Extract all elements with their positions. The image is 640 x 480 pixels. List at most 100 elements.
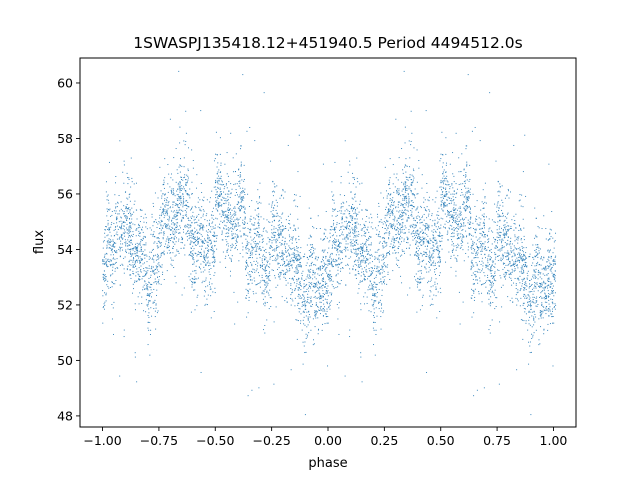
data-point: [358, 258, 360, 260]
data-point: [510, 237, 512, 239]
data-point: [281, 225, 283, 227]
data-point: [110, 249, 112, 251]
data-point: [465, 196, 467, 198]
data-point: [361, 229, 363, 231]
data-point: [552, 260, 554, 262]
data-point: [378, 272, 380, 274]
data-point: [378, 233, 380, 235]
data-point: [340, 268, 342, 270]
data-point: [186, 200, 188, 202]
data-point: [306, 276, 308, 278]
data-point: [388, 193, 390, 195]
data-point: [247, 395, 249, 397]
data-point: [364, 232, 366, 234]
data-point: [199, 245, 201, 247]
data-point: [270, 297, 272, 299]
data-point: [526, 265, 528, 267]
data-point: [213, 274, 215, 276]
data-point: [541, 302, 543, 304]
data-point: [473, 292, 475, 294]
data-point: [497, 201, 499, 203]
data-point: [323, 251, 325, 253]
data-point: [552, 299, 554, 301]
data-point: [188, 235, 190, 237]
data-point: [490, 230, 492, 232]
data-point: [394, 186, 396, 188]
data-point: [475, 229, 477, 231]
data-point: [378, 221, 380, 223]
data-point: [401, 181, 403, 183]
data-point: [295, 238, 297, 240]
data-point: [432, 220, 434, 222]
data-point: [103, 262, 105, 264]
data-point: [186, 181, 188, 183]
data-point: [471, 262, 473, 264]
data-point: [473, 299, 475, 301]
data-point: [262, 279, 264, 281]
data-point: [398, 193, 400, 195]
data-point: [367, 226, 369, 228]
data-point: [164, 246, 166, 248]
data-point: [496, 297, 498, 299]
data-point: [300, 285, 302, 287]
data-point: [214, 241, 216, 243]
data-point: [126, 172, 128, 174]
data-point: [189, 197, 191, 199]
data-point: [437, 211, 439, 213]
data-point: [476, 263, 478, 265]
data-point: [228, 235, 230, 237]
data-point: [192, 245, 194, 247]
data-point: [309, 271, 311, 273]
data-point: [140, 262, 142, 264]
data-point: [390, 223, 392, 225]
data-point: [501, 215, 503, 217]
data-point: [111, 249, 113, 251]
data-point: [280, 231, 282, 233]
data-point: [135, 246, 137, 248]
data-point: [372, 288, 374, 290]
data-point: [476, 265, 478, 267]
data-point: [166, 211, 168, 213]
data-point: [275, 239, 277, 241]
data-point: [199, 225, 201, 227]
data-point: [329, 301, 331, 303]
data-point: [227, 208, 229, 210]
data-point: [315, 257, 317, 259]
data-point: [433, 245, 435, 247]
data-point: [231, 224, 233, 226]
data-point: [335, 259, 337, 261]
data-point: [202, 240, 204, 242]
data-point: [241, 206, 243, 208]
data-point: [504, 267, 506, 269]
data-point: [243, 205, 245, 207]
data-point: [514, 247, 516, 249]
data-point: [398, 190, 400, 192]
data-point: [364, 259, 366, 261]
data-point: [553, 322, 555, 324]
data-point: [455, 245, 457, 247]
data-point: [537, 278, 539, 280]
data-point: [460, 214, 462, 216]
data-point: [362, 242, 364, 244]
data-point: [552, 316, 554, 318]
data-point: [252, 224, 254, 226]
data-point: [297, 270, 299, 272]
data-point: [305, 264, 307, 266]
data-point: [264, 284, 266, 286]
data-point: [506, 233, 508, 235]
data-point: [178, 198, 180, 200]
data-point: [200, 255, 202, 257]
data-point: [291, 253, 293, 255]
data-point: [542, 297, 544, 299]
data-point: [239, 171, 241, 173]
data-point: [465, 171, 467, 173]
data-point: [102, 322, 104, 324]
data-point: [482, 222, 484, 224]
data-point: [201, 206, 203, 208]
data-point: [297, 227, 299, 229]
data-point: [538, 250, 540, 252]
data-point: [110, 259, 112, 261]
data-point: [393, 201, 395, 203]
data-point: [160, 255, 162, 257]
data-point: [391, 209, 393, 211]
